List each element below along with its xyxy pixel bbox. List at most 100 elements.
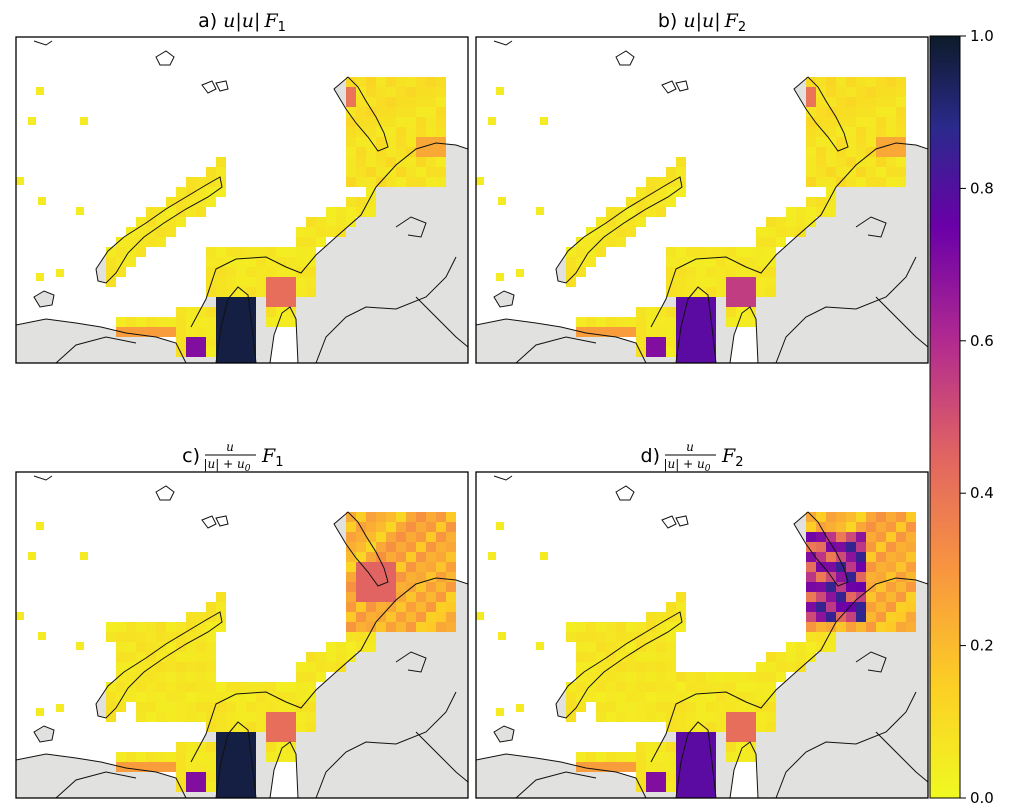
- heat-cell: [736, 692, 746, 702]
- heat-cell: [676, 157, 686, 167]
- heat-cell: [346, 512, 356, 522]
- heat-cell: [236, 277, 246, 287]
- heat-cell: [636, 307, 646, 317]
- heat-cell: [766, 652, 776, 662]
- heat-cell: [156, 662, 166, 672]
- heat-cell: [146, 692, 156, 702]
- heat-cell: [426, 137, 436, 147]
- heat-cell: [836, 157, 846, 167]
- heat-cell: [236, 337, 246, 347]
- heat-cell: [216, 247, 226, 257]
- heat-cell: [636, 337, 646, 347]
- heat-cell: [876, 177, 886, 187]
- heat-cell: [196, 752, 206, 762]
- heat-cell: [386, 97, 396, 107]
- heat-cell: [426, 532, 436, 542]
- heat-cell: [906, 622, 916, 632]
- heat-cell: [846, 147, 856, 157]
- heat-cell: [756, 672, 766, 682]
- heat-cell: [686, 337, 696, 347]
- heat-cell: [826, 107, 836, 117]
- heat-cell: [666, 662, 676, 672]
- heat-cell: [436, 77, 446, 87]
- heat-cell: [376, 77, 386, 87]
- heat-cell: [846, 107, 856, 117]
- heat-cell: [616, 762, 626, 772]
- heat-cell: [706, 347, 716, 357]
- heat-cell: [116, 682, 126, 692]
- heat-cell: [866, 582, 876, 592]
- heat-cell: [416, 572, 426, 582]
- heat-cell: [676, 722, 686, 732]
- heat-cell: [696, 267, 706, 277]
- heat-cell: [876, 532, 886, 542]
- heat-cell: [806, 622, 816, 632]
- heat-cell: [626, 652, 636, 662]
- heat-cell: [776, 652, 786, 662]
- heat-cell: [636, 752, 646, 762]
- heat-cell: [566, 277, 576, 287]
- heat-cell: [736, 702, 746, 712]
- heat-cell: [366, 157, 376, 167]
- heat-cell: [786, 642, 796, 652]
- heat-cell: [366, 622, 376, 632]
- heat-cell: [216, 297, 226, 307]
- heat-cell: [136, 702, 146, 712]
- heat-cell: [806, 137, 816, 147]
- heat-cell: [766, 712, 776, 722]
- heat-cell: [906, 512, 916, 522]
- heat-cell: [146, 702, 156, 712]
- heat-cell: [766, 217, 776, 227]
- heat-cell: [876, 512, 886, 522]
- heat-cell: [106, 632, 116, 642]
- heat-cell: [656, 742, 666, 752]
- heat-cell: [606, 622, 616, 632]
- heat-cell: [176, 327, 186, 337]
- heat-cell: [276, 267, 286, 277]
- heat-cell: [656, 317, 666, 327]
- heat-cell: [186, 642, 196, 652]
- heat-cell: [656, 177, 666, 187]
- heat-cell: [876, 612, 886, 622]
- heat-cell: [306, 682, 316, 692]
- heat-cell: [116, 257, 126, 267]
- heat-cell: [826, 552, 836, 562]
- heat-cell: [286, 277, 296, 287]
- heat-cell: [406, 77, 416, 87]
- heat-cell: [876, 157, 886, 167]
- heat-cell: [706, 337, 716, 347]
- heat-cell: [236, 732, 246, 742]
- heat-cell: [846, 602, 856, 612]
- heat-cell: [206, 247, 216, 257]
- heat-cell: [696, 682, 706, 692]
- heat-cell: [706, 762, 716, 772]
- heat-cell: [386, 157, 396, 167]
- heat-cell: [236, 347, 246, 357]
- heat-cell: [766, 267, 776, 277]
- heat-cell: [636, 197, 646, 207]
- heat-cell: [586, 682, 596, 692]
- heat-cell: [246, 247, 256, 257]
- heat-cell: [656, 197, 666, 207]
- heat-cell: [346, 177, 356, 187]
- heat-cell: [736, 257, 746, 267]
- heat-cell: [666, 317, 676, 327]
- heat-cell: [816, 592, 826, 602]
- heat-cell: [706, 792, 716, 798]
- heat-cell: [886, 602, 896, 612]
- heat-cell: [106, 257, 116, 267]
- heat-cell: [766, 702, 776, 712]
- heat-cell: [186, 347, 196, 357]
- heat-cell: [716, 722, 726, 732]
- heat-cell: [436, 117, 446, 127]
- heat-cell: [816, 602, 826, 612]
- heat-cell: [156, 327, 166, 337]
- heat-cell: [426, 127, 436, 137]
- heat-cell: [846, 572, 856, 582]
- heat-cell: [876, 137, 886, 147]
- heat-cell: [346, 117, 356, 127]
- heat-cell: [226, 327, 236, 337]
- heat-cell: [726, 722, 736, 732]
- heat-cell: [186, 682, 196, 692]
- map-a: [16, 40, 468, 363]
